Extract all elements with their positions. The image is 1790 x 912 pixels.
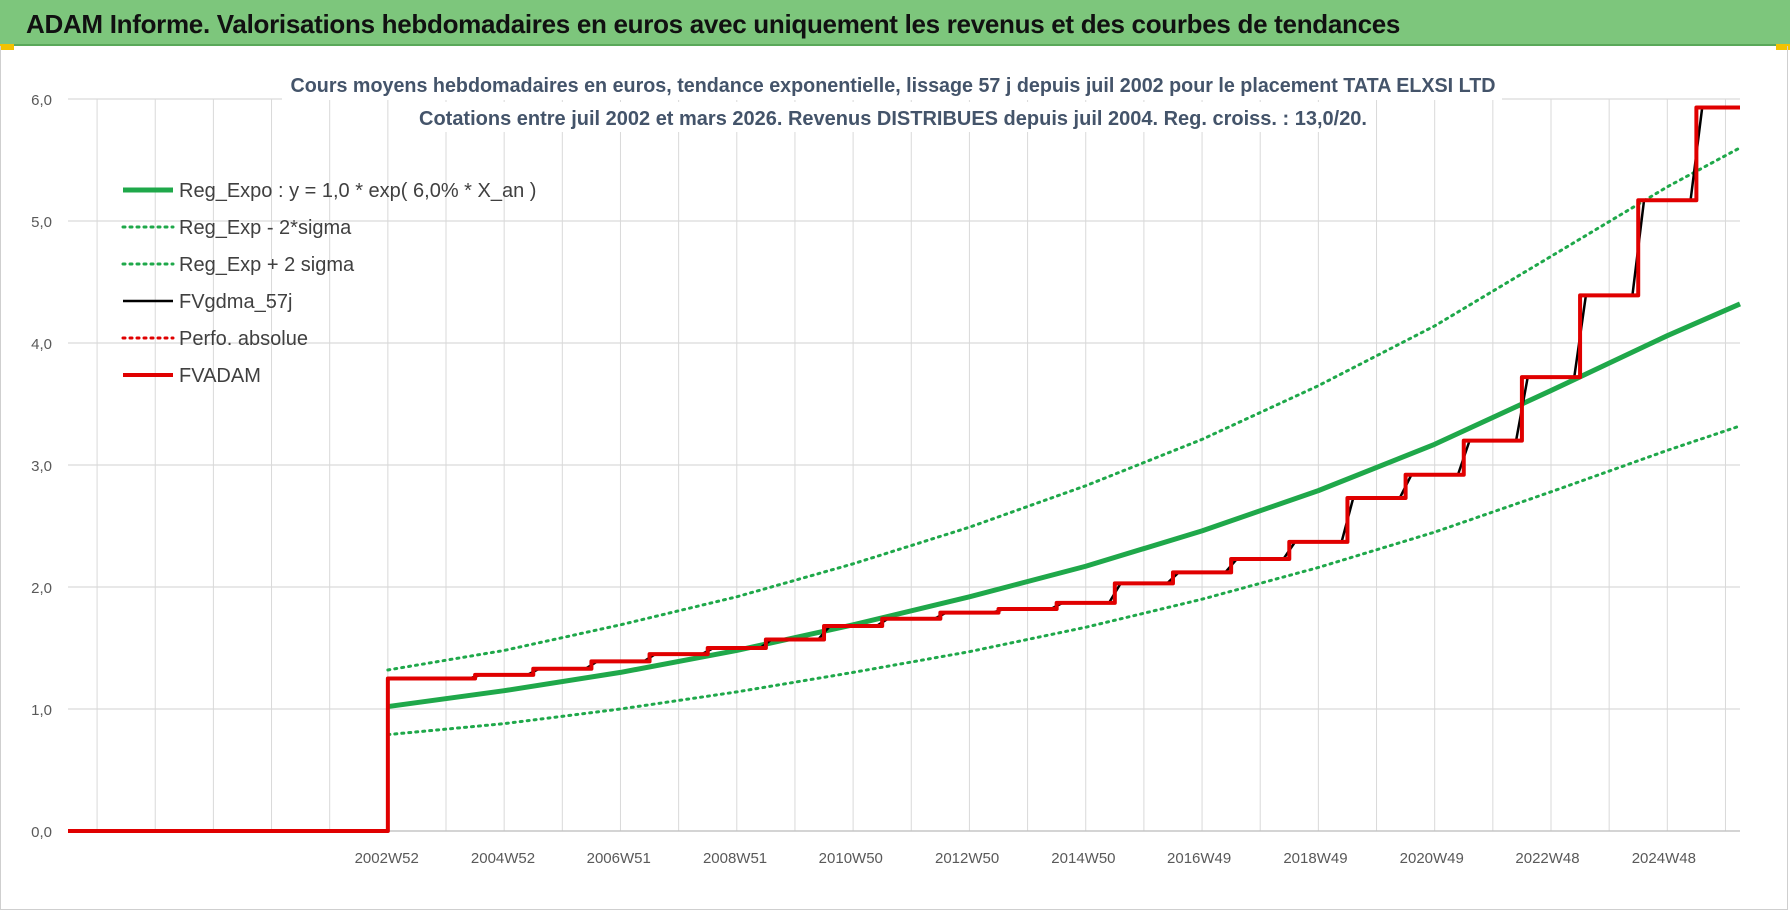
- page-title: ADAM Informe. Valorisations hebdomadaire…: [26, 9, 1401, 39]
- x-tick-label: 2008W51: [703, 850, 767, 867]
- x-tick-label: 2006W51: [587, 850, 651, 867]
- legend-label: Reg_Exp - 2*sigma: [179, 217, 352, 239]
- chart-title-line-2: Cotations entre juil 2002 et mars 2026. …: [419, 108, 1367, 130]
- title-background: [282, 70, 1502, 100]
- legend-label: FVgdma_57j: [179, 291, 292, 313]
- series-line-2: [386, 146, 1742, 672]
- x-tick-label: 2016W49: [1167, 850, 1231, 867]
- legend-label: Reg_Expo : y = 1,0 * exp( 6,0% * X_an ): [179, 180, 536, 202]
- y-tick-label: 2,0: [31, 580, 52, 597]
- x-tick-label: 2024W48: [1632, 850, 1696, 867]
- x-tick-label: 2014W50: [1051, 850, 1115, 867]
- y-tick-label: 0,0: [31, 824, 52, 841]
- legend: Reg_Expo : y = 1,0 * exp( 6,0% * X_an ) R…: [121, 180, 536, 387]
- x-tick-label: 2002W52: [355, 850, 419, 867]
- chart-title-block: Cours moyens hebdomadaires en euros, ten…: [282, 70, 1502, 132]
- x-tick-label: 2010W50: [819, 850, 883, 867]
- x-tick-label: 2020W49: [1400, 850, 1464, 867]
- y-tick-label: 4,0: [31, 336, 52, 353]
- x-tick-label: 2018W49: [1283, 850, 1347, 867]
- title-background: [410, 102, 1375, 132]
- y-tick-label: 3,0: [31, 458, 52, 475]
- x-tick-label: 2022W48: [1515, 850, 1579, 867]
- legend-label: Reg_Exp + 2 sigma: [179, 254, 355, 276]
- y-tick-label: 1,0: [31, 702, 52, 719]
- series-line-5: [68, 105, 1740, 833]
- grid-layer: [68, 98, 1740, 832]
- series-line-0: [387, 301, 1741, 710]
- series-line-1: [386, 424, 1742, 737]
- header-bar: ADAM Informe. Valorisations hebdomadaire…: [0, 0, 1790, 46]
- chart-title-line-1: Cours moyens hebdomadaires en euros, ten…: [291, 75, 1496, 97]
- series-layer: [68, 105, 1742, 833]
- legend-label: Perfo. absolue: [179, 328, 308, 350]
- corner-marker: [0, 44, 14, 50]
- corner-marker: [1776, 44, 1790, 50]
- x-tick-label: 2012W50: [935, 850, 999, 867]
- y-tick-label: 6,0: [31, 92, 52, 109]
- x-tick-label: 2004W52: [471, 850, 535, 867]
- legend-label: FVADAM: [179, 365, 261, 387]
- y-tick-label: 5,0: [31, 214, 52, 231]
- chart-frame: [0, 46, 1788, 910]
- axis-layer: 0,0 1,0 2,0 3,0 4,0 5,0 6,0 2002W52 2004W52 2006W…: [31, 92, 1740, 867]
